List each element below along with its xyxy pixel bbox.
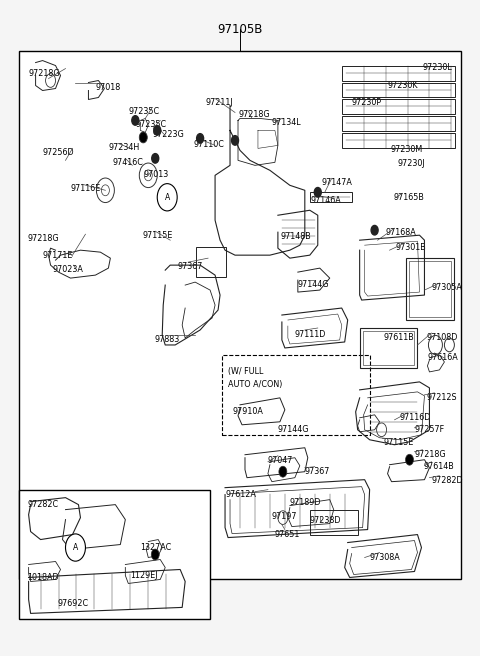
Circle shape <box>279 466 287 477</box>
Text: 97116D: 97116D <box>399 413 431 422</box>
Bar <box>408 261 451 317</box>
Text: 97111D: 97111D <box>295 330 326 339</box>
Text: 97230M: 97230M <box>391 146 423 154</box>
Bar <box>19 51 461 579</box>
Text: 97218G: 97218G <box>29 68 60 77</box>
Text: 97147A: 97147A <box>322 178 353 188</box>
Bar <box>342 83 456 98</box>
Bar <box>406 258 455 320</box>
Circle shape <box>65 534 85 561</box>
Text: 97230J: 97230J <box>397 159 425 169</box>
Text: 97257F: 97257F <box>415 425 444 434</box>
Text: 1327AC: 1327AC <box>140 543 171 552</box>
Bar <box>342 133 456 148</box>
Text: 97116E: 97116E <box>71 184 101 194</box>
Text: 97047: 97047 <box>268 456 293 464</box>
Text: 97883: 97883 <box>154 335 180 344</box>
Text: 97110C: 97110C <box>193 140 224 150</box>
Text: 97308A: 97308A <box>370 552 400 562</box>
Circle shape <box>197 134 204 143</box>
Bar <box>222 355 370 435</box>
Text: (W/ FULL: (W/ FULL <box>228 367 264 376</box>
Text: 97235C: 97235C <box>135 121 167 129</box>
Text: 97230L: 97230L <box>422 62 452 72</box>
Text: 97416C: 97416C <box>112 158 143 167</box>
Circle shape <box>371 226 378 235</box>
Text: 97105B: 97105B <box>217 23 263 35</box>
Text: 97282D: 97282D <box>432 476 463 485</box>
Text: A: A <box>73 543 78 552</box>
Text: 97218G: 97218G <box>238 110 270 119</box>
Text: 97218G: 97218G <box>28 234 59 243</box>
Text: 97256D: 97256D <box>43 148 74 157</box>
Bar <box>342 100 456 114</box>
Text: 97189D: 97189D <box>290 498 321 506</box>
Text: 97282C: 97282C <box>28 500 59 508</box>
Text: 97238D: 97238D <box>310 516 341 525</box>
Circle shape <box>231 136 239 145</box>
Text: 97115E: 97115E <box>142 231 173 240</box>
Text: 97305A: 97305A <box>432 283 462 292</box>
Text: 97367: 97367 <box>177 262 203 271</box>
Text: 97218G: 97218G <box>415 450 446 459</box>
Text: 97115E: 97115E <box>384 438 414 447</box>
Text: 97230P: 97230P <box>352 98 382 108</box>
Text: 97223G: 97223G <box>152 131 184 140</box>
Bar <box>310 192 352 202</box>
Text: 97611B: 97611B <box>384 333 414 342</box>
Text: 97197: 97197 <box>272 512 298 521</box>
Text: 97612A: 97612A <box>225 489 256 499</box>
Circle shape <box>314 188 321 197</box>
Bar <box>363 331 415 365</box>
Text: 97616A: 97616A <box>428 353 458 362</box>
Circle shape <box>152 154 159 163</box>
Bar <box>310 510 358 535</box>
Circle shape <box>154 126 161 135</box>
Text: 97165B: 97165B <box>394 194 424 202</box>
Text: AUTO A/CON): AUTO A/CON) <box>228 380 282 389</box>
Bar <box>196 247 226 277</box>
Text: 97171E: 97171E <box>43 251 73 260</box>
Text: 97144G: 97144G <box>298 280 329 289</box>
Circle shape <box>132 115 139 125</box>
Text: 97168A: 97168A <box>385 228 416 237</box>
Text: 97230K: 97230K <box>387 81 418 89</box>
Circle shape <box>406 454 413 465</box>
Bar <box>342 117 456 131</box>
Text: 97301B: 97301B <box>396 243 426 252</box>
Text: 97211J: 97211J <box>205 98 233 108</box>
Circle shape <box>139 132 147 143</box>
Text: 97367: 97367 <box>305 466 330 476</box>
Text: 97013: 97013 <box>144 171 168 179</box>
Text: 1018AD: 1018AD <box>28 573 59 583</box>
Bar <box>19 489 210 619</box>
Bar <box>342 66 456 81</box>
Text: 97234H: 97234H <box>108 144 140 152</box>
Text: 97134L: 97134L <box>272 119 301 127</box>
Circle shape <box>157 184 177 211</box>
Text: 97614B: 97614B <box>423 462 454 471</box>
Text: A: A <box>165 193 170 202</box>
Text: 1129EJ: 1129EJ <box>130 571 158 581</box>
Text: 97148B: 97148B <box>281 232 312 241</box>
Bar <box>360 328 418 368</box>
Text: 97144G: 97144G <box>278 425 310 434</box>
Text: 97235C: 97235C <box>128 108 159 117</box>
Text: 97146A: 97146A <box>311 196 342 205</box>
Text: 97212S: 97212S <box>426 393 457 402</box>
Text: 97023A: 97023A <box>52 265 84 274</box>
Text: 97018: 97018 <box>96 83 120 92</box>
Text: 97692C: 97692C <box>58 600 89 608</box>
Text: 97910A: 97910A <box>232 407 263 416</box>
Text: 97651: 97651 <box>275 529 300 539</box>
Text: 97108D: 97108D <box>426 333 458 342</box>
Circle shape <box>151 549 159 560</box>
